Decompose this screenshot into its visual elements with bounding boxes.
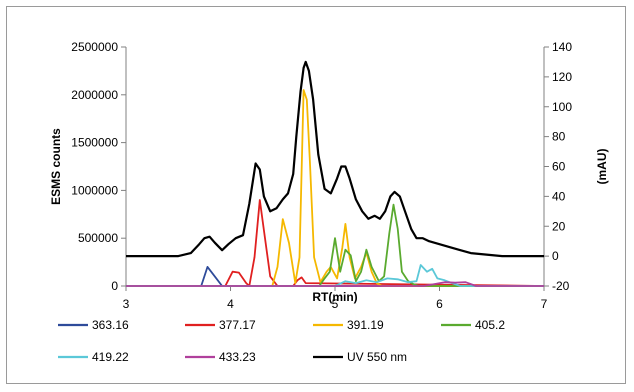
tick-labels: 0 500000 1000000 1500000 2000000 2500000 -20 0 2… <box>71 40 572 311</box>
legend-label-0: 363.16 <box>92 318 129 332</box>
legend-label-5: 433.23 <box>219 350 256 364</box>
series-line-3 <box>126 203 544 287</box>
y-tick-label: 0 <box>111 279 118 293</box>
y2-tick-label: -20 <box>552 279 570 293</box>
x-tick-label: 4 <box>227 297 234 311</box>
x-axis-title: RT(min) <box>312 290 357 304</box>
series-line-6 <box>126 60 544 258</box>
y2-tick-label: 100 <box>552 100 572 114</box>
y2-tick-label: 0 <box>552 249 559 263</box>
series-line-2 <box>126 89 544 287</box>
y2-tick-label: 80 <box>552 130 566 144</box>
chart-frame <box>6 6 626 384</box>
y2-tick-label: 40 <box>552 189 566 203</box>
y-axis-title: ESMS counts <box>49 128 63 205</box>
y-tick-label: 2000000 <box>71 88 118 102</box>
legend-label-6: UV 550 nm <box>347 350 407 364</box>
legend-label-3: 405.2 <box>475 318 505 332</box>
legend: 363.16 377.17 391.19 405.2 419.22 433.23 UV 55… <box>58 318 505 364</box>
series-line-4 <box>126 264 544 287</box>
y-tick-label: 1000000 <box>71 183 118 197</box>
y2-axis-title: (mAU) <box>595 149 609 185</box>
legend-label-4: 419.22 <box>92 350 129 364</box>
y2-tick-label: 120 <box>552 70 572 84</box>
y2-tick-label: 60 <box>552 160 566 174</box>
series-line-5 <box>126 281 544 287</box>
y-tick-label: 1500000 <box>71 136 118 150</box>
legend-label-2: 391.19 <box>347 318 384 332</box>
x-tick-label: 3 <box>123 297 130 311</box>
y2-tick-label: 20 <box>552 219 566 233</box>
y-tick-label: 2500000 <box>71 40 118 54</box>
legend-label-1: 377.17 <box>219 318 256 332</box>
x-tick-label: 7 <box>541 297 548 311</box>
x-tick-label: 6 <box>436 297 443 311</box>
x-tick-label: 5 <box>332 297 339 311</box>
y-tick-label: 500000 <box>78 231 118 245</box>
y2-tick-label: 140 <box>552 40 572 54</box>
series-layer <box>126 60 545 287</box>
series-line-1 <box>126 199 545 287</box>
